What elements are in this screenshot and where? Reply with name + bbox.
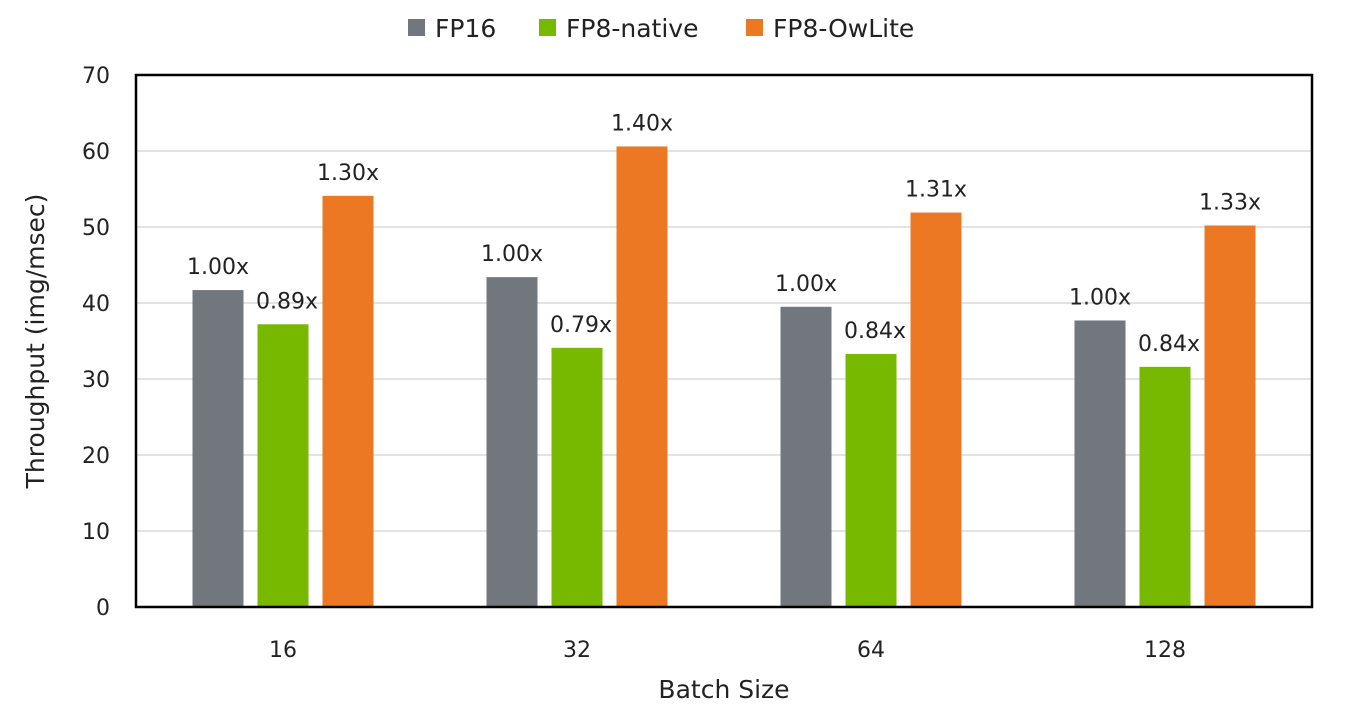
bar-fp16-64 (780, 306, 832, 607)
y-axis-ticks: 0 10 20 30 40 50 60 70 (82, 64, 110, 621)
y-tick-label: 70 (82, 64, 110, 89)
gridlines (136, 150, 1312, 532)
bar-fp16-32 (486, 277, 538, 607)
y-tick-label: 60 (82, 140, 110, 165)
data-label: 0.84x (1138, 332, 1200, 357)
bar-fp16-128 (1074, 320, 1126, 607)
legend-label: FP16 (435, 14, 496, 43)
data-label: 0.79x (550, 313, 612, 338)
data-label: 0.89x (256, 289, 318, 314)
y-axis-title: Throughput (img/msec) (21, 194, 50, 490)
plot-frame (134, 73, 1314, 609)
data-label: 1.00x (1069, 285, 1131, 310)
data-label: 1.33x (1199, 190, 1261, 215)
data-label: 1.30x (317, 161, 379, 186)
legend-swatch (539, 19, 556, 36)
bar-fp8-owlite-16 (322, 195, 374, 607)
x-tick-label: 64 (857, 638, 885, 663)
y-tick-label: 10 (82, 520, 110, 545)
y-tick-label: 50 (82, 216, 110, 241)
legend-label: FP8-native (566, 14, 698, 43)
data-label: 0.84x (844, 319, 906, 344)
bar-fp8-owlite-128 (1204, 225, 1256, 608)
bar-fp8-owlite-64 (910, 212, 962, 607)
bar-fp8-native-64 (845, 353, 897, 607)
data-label: 1.40x (611, 111, 673, 136)
legend-label: FP8-OwLite (773, 14, 914, 43)
y-tick-label: 30 (82, 368, 110, 393)
bar-fp16-16 (192, 290, 244, 607)
x-tick-label: 32 (563, 638, 591, 663)
data-labels: 1.00x 0.89x 1.30x 1.00x 0.79x 1.40x 1.00x 0.84x… (187, 111, 1261, 356)
x-axis-title: Batch Size (658, 675, 789, 704)
y-tick-label: 40 (82, 292, 110, 317)
bar-fp8-owlite-32 (616, 146, 668, 607)
data-label: 1.00x (481, 242, 543, 267)
x-tick-label: 16 (269, 638, 297, 663)
x-tick-label: 128 (1144, 638, 1186, 663)
legend-swatch (746, 19, 763, 36)
bars (192, 146, 1256, 608)
legend-swatch (408, 19, 425, 36)
data-label: 1.31x (905, 178, 967, 203)
data-label: 1.00x (187, 255, 249, 280)
data-label: 1.00x (775, 272, 837, 297)
legend: FP16 FP8-native FP8-OwLite (408, 14, 914, 43)
y-tick-label: 20 (82, 444, 110, 469)
bar-fp8-native-32 (551, 347, 603, 607)
bar-fp8-native-16 (257, 324, 309, 607)
bar-fp8-native-128 (1139, 366, 1191, 607)
x-axis-ticks: 16 32 64 128 (269, 638, 1186, 663)
y-tick-label: 0 (96, 596, 110, 621)
